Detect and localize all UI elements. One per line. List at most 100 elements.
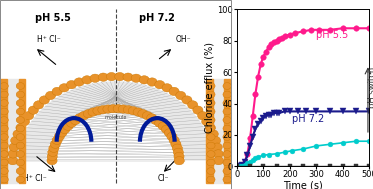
Circle shape: [52, 87, 62, 96]
Circle shape: [174, 156, 184, 165]
Circle shape: [223, 134, 231, 140]
Circle shape: [193, 106, 203, 114]
Circle shape: [7, 156, 18, 165]
Circle shape: [0, 83, 8, 89]
Circle shape: [0, 134, 8, 140]
Circle shape: [23, 112, 34, 120]
Circle shape: [50, 140, 60, 148]
Circle shape: [108, 105, 118, 113]
Circle shape: [118, 105, 128, 113]
Circle shape: [169, 136, 179, 144]
Circle shape: [207, 83, 215, 89]
Circle shape: [16, 91, 25, 98]
Circle shape: [16, 124, 26, 132]
Circle shape: [115, 72, 125, 81]
Y-axis label: Chloride efflux (%): Chloride efflux (%): [204, 42, 214, 133]
Circle shape: [66, 119, 77, 127]
Circle shape: [19, 117, 29, 126]
Text: H⁺ Cl⁻: H⁺ Cl⁻: [23, 174, 47, 184]
Bar: [206, 79, 213, 183]
Circle shape: [93, 107, 103, 115]
Circle shape: [210, 136, 221, 145]
Circle shape: [16, 176, 25, 183]
Circle shape: [151, 116, 161, 125]
Circle shape: [167, 132, 177, 141]
PathPatch shape: [19, 81, 213, 161]
Circle shape: [207, 151, 215, 157]
Circle shape: [0, 117, 8, 123]
Circle shape: [16, 117, 25, 123]
Circle shape: [13, 130, 23, 138]
Circle shape: [60, 125, 70, 134]
Circle shape: [133, 108, 143, 116]
Circle shape: [207, 100, 215, 106]
Circle shape: [0, 91, 8, 98]
Text: pH 7.2: pH 7.2: [292, 114, 324, 124]
Circle shape: [16, 159, 25, 166]
Circle shape: [103, 105, 113, 113]
Circle shape: [213, 156, 224, 165]
Circle shape: [16, 108, 25, 115]
Circle shape: [207, 125, 215, 132]
Circle shape: [28, 106, 38, 114]
Text: OH⁻: OH⁻: [176, 35, 191, 44]
Circle shape: [162, 125, 172, 134]
Circle shape: [171, 140, 181, 148]
Circle shape: [16, 125, 25, 132]
Circle shape: [208, 130, 218, 138]
Circle shape: [0, 108, 8, 115]
Circle shape: [223, 176, 231, 183]
Circle shape: [207, 142, 215, 149]
Circle shape: [223, 125, 231, 132]
Bar: [19, 79, 25, 183]
Circle shape: [223, 142, 231, 149]
Text: molecule: molecule: [104, 115, 127, 120]
Circle shape: [75, 114, 85, 122]
Circle shape: [182, 96, 192, 104]
Circle shape: [164, 129, 175, 137]
Circle shape: [169, 87, 179, 96]
Circle shape: [0, 168, 8, 174]
Circle shape: [82, 76, 92, 84]
Circle shape: [223, 108, 231, 115]
Circle shape: [70, 116, 81, 125]
Circle shape: [48, 148, 58, 156]
Circle shape: [128, 107, 138, 115]
Circle shape: [34, 101, 44, 109]
Circle shape: [57, 129, 67, 137]
Circle shape: [223, 91, 231, 98]
Circle shape: [49, 144, 59, 152]
Circle shape: [223, 100, 231, 106]
Circle shape: [123, 106, 134, 114]
Circle shape: [52, 136, 62, 144]
Circle shape: [16, 151, 25, 157]
Circle shape: [147, 78, 157, 86]
Circle shape: [176, 91, 186, 100]
Text: H⁺ Cl⁻: H⁺ Cl⁻: [37, 35, 61, 44]
Circle shape: [16, 83, 25, 89]
Circle shape: [39, 96, 50, 104]
Bar: [213, 79, 224, 183]
Circle shape: [138, 110, 148, 118]
Circle shape: [0, 159, 8, 166]
Text: Cl⁻: Cl⁻: [157, 174, 169, 184]
Circle shape: [47, 156, 57, 165]
Circle shape: [223, 83, 231, 89]
Text: pH 5.5: pH 5.5: [35, 13, 70, 23]
Circle shape: [142, 112, 153, 120]
Circle shape: [223, 168, 231, 174]
Circle shape: [207, 108, 215, 115]
Circle shape: [207, 117, 215, 123]
Text: pH 7.2: pH 7.2: [139, 13, 175, 23]
Circle shape: [74, 78, 84, 86]
Circle shape: [0, 151, 8, 157]
Circle shape: [90, 74, 100, 82]
Circle shape: [172, 144, 182, 152]
Circle shape: [223, 159, 231, 166]
Circle shape: [213, 150, 223, 158]
Circle shape: [16, 142, 25, 149]
Circle shape: [8, 150, 18, 158]
Circle shape: [123, 73, 133, 81]
Circle shape: [155, 81, 165, 89]
Circle shape: [207, 91, 215, 98]
